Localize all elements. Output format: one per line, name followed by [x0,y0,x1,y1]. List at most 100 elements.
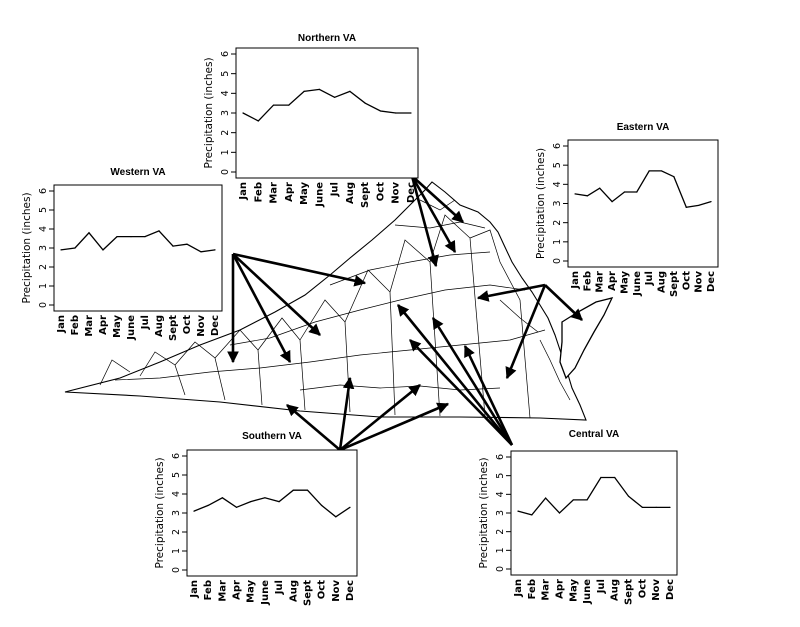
chart-eastern-point [673,176,675,178]
arrow-western-4 [232,252,367,287]
arrow-western-2 [231,253,292,364]
chart-northern-point [303,90,305,92]
chart-western-point [116,236,118,238]
chart-northern-frame [235,47,419,179]
chart-eastern-xtick-label: Dec [706,271,717,292]
county-line [389,239,441,417]
chart-central-frame [510,450,678,576]
chart-southern-ytick-label: 2 [171,529,182,535]
chart-northern-xtick-label: June [314,182,325,208]
chart-western-xtick-label: Jan [56,315,67,334]
county-line [114,329,546,381]
county-line [174,341,226,401]
chart-northern-point [257,120,259,122]
chart-western-xtick-label: Aug [154,315,165,337]
chart-northern-xtick-label: Sept [360,182,371,208]
chart-western-point [172,245,174,247]
chart-eastern-point [574,193,576,195]
chart-southern-ytick-label: 0 [171,567,182,573]
chart-eastern-point [660,170,663,172]
chart-central-point [669,506,671,508]
chart-central-ytick-label: 2 [495,529,506,535]
chart-eastern-frame [567,139,719,268]
chart-southern-xtick-label: Oct [317,580,328,599]
chart-southern-point [193,510,195,512]
chart-northern-ytick-label: 4 [220,90,231,96]
county-line [214,329,263,406]
chart-southern-ytick-label: 3 [171,510,182,516]
chart-southern-point [235,506,238,508]
chart-northern: Northern VA 0 1 2 3 4 5 6 Precipitation (inches)… [203,33,419,208]
arrow-eastern-2 [505,284,547,380]
chart-central-point [545,497,547,499]
region-arrows [227,175,583,452]
county-line [299,299,351,413]
chart-northern-xtick-label: Mar [269,182,280,204]
chart-central-point [655,506,657,508]
chart-central-xtick-label: Oct [637,579,648,598]
chart-northern-ytick-label: 1 [220,149,231,155]
chart-central-ytick-label: 0 [495,566,506,572]
county-line [139,351,186,396]
chart-western-title: Western VA [110,167,165,178]
chart-western-xtick-label: Sept [168,315,179,341]
chart-northern-point [272,104,275,106]
county-line [499,299,539,333]
chart-northern-ylabel: Precipitation (inches) [203,57,215,168]
chart-northern-xtick-label: Feb [253,182,264,202]
chart-eastern-ytick-label: 5 [552,162,563,168]
chart-western-ytick-label: 4 [38,226,49,232]
chart-northern-xtick-label: Dec [406,182,417,203]
chart-central-xtick-label: May [568,579,579,602]
chart-central-series-line [517,476,670,516]
chart-central-point [627,495,630,497]
chart-central-xtick-label: Feb [527,579,538,599]
chart-northern-xtick-label: Apr [284,182,295,202]
chart-eastern-point [623,191,626,193]
chart-western-ytick-label: 3 [38,245,49,251]
chart-eastern-ytick-label: 6 [552,143,563,149]
arrow-southern-4 [339,402,450,452]
chart-western-ytick-label: 2 [38,264,49,270]
chart-western-xtick-label: Oct [182,315,193,334]
chart-eastern-xtick-label: June [632,271,643,297]
arrow-northern-1 [411,175,464,223]
chart-central-xtick-label: Mar [541,579,552,601]
county-line [99,359,131,386]
arrow-northern-3 [410,175,439,268]
chart-western-point [158,230,160,232]
chart-eastern-xtick-label: Aug [657,271,668,293]
county-line [394,221,486,229]
chart-northern-point [395,112,397,114]
chart-southern-xtick-label: Jan [189,580,200,599]
chart-eastern-point [611,200,613,203]
arrow-western-3 [232,253,321,336]
chart-central-xtick-label: Jan [513,579,524,598]
chart-central-xtick-label: Aug [610,579,621,601]
chart-eastern-xtick-label: May [619,271,630,294]
chart-central-ytick-label: 6 [495,454,506,460]
chart-southern-point [264,497,266,499]
eastern-shore-peninsula [559,297,614,380]
regional-charts: Northern VA 0 1 2 3 4 5 6 Precipitation (inches)… [21,33,719,606]
arrow-central-2 [409,339,513,446]
chart-eastern-point [648,170,650,172]
chart-southern: Southern VA 0 1 2 3 4 5 6 Precipitation (inches)… [154,431,358,606]
chart-northern-ytick-label: 0 [220,169,231,175]
chart-northern-ytick-label: 6 [220,51,231,57]
chart-northern-point [349,90,351,92]
arrow-southern-1 [286,404,341,451]
chart-central: Central VA 0 1 2 3 4 5 6 Precipitation (inches) J… [478,429,678,605]
arrow-eastern-3 [544,284,583,321]
chart-southern-point [306,489,309,491]
chart-central-ytick-label: 3 [495,510,506,516]
chart-western-xtick-label: Nov [196,315,207,337]
chart-southern-point [335,516,337,518]
chart-southern-point [292,489,294,491]
chart-western-point [214,249,216,251]
chart-eastern-xtick-label: Mar [595,271,606,293]
chart-central-point [531,514,533,516]
chart-western-ylabel: Precipitation (inches) [21,192,33,303]
arrow-central-3 [431,317,514,446]
